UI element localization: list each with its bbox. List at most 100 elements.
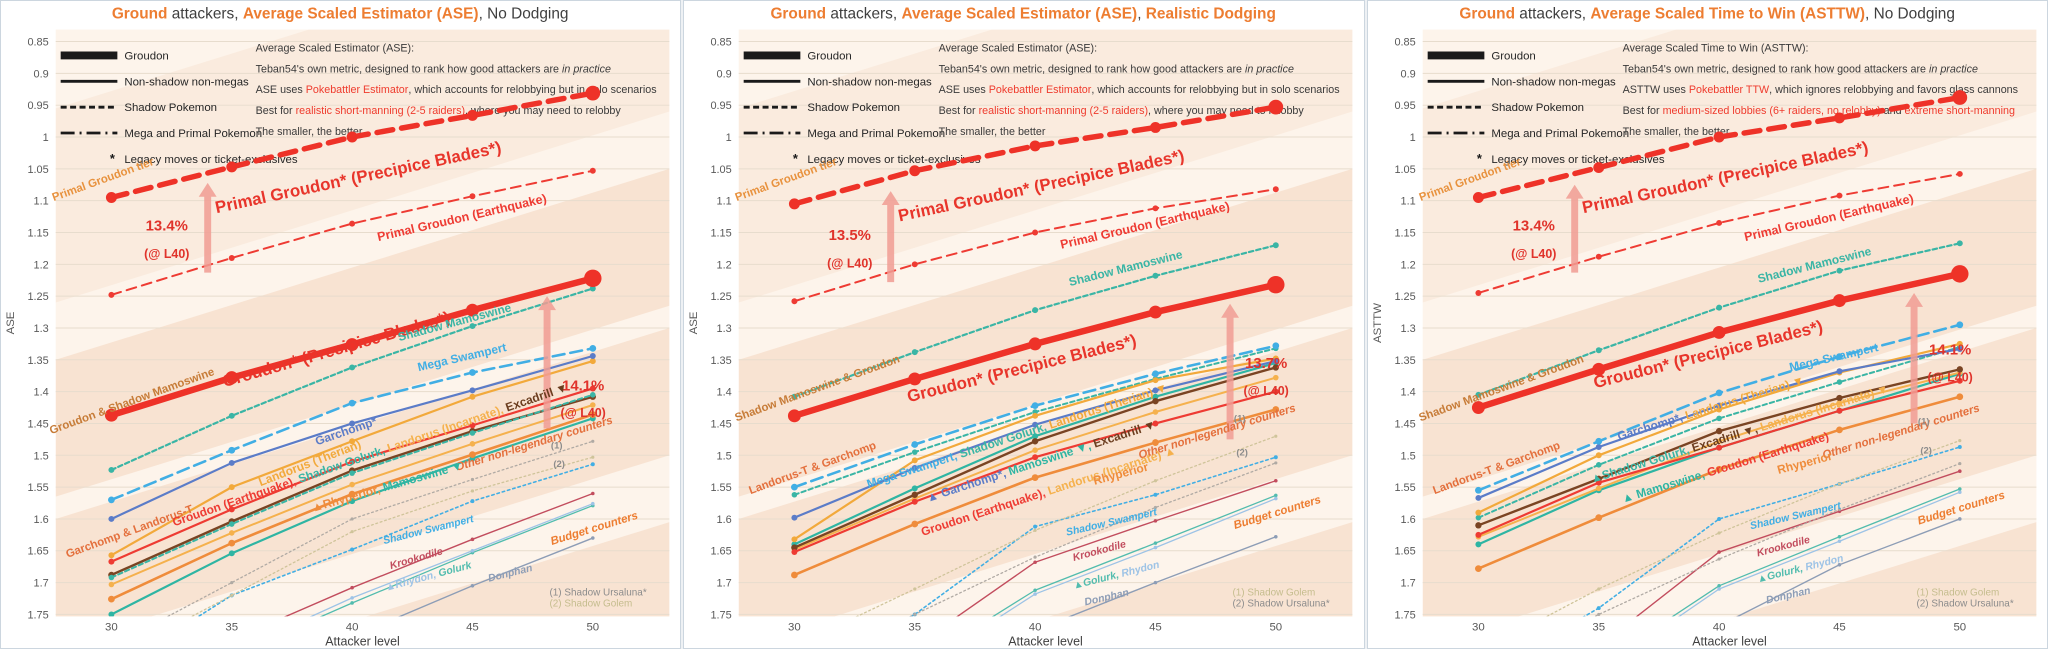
annotation-text-gap-primal: 13.5% (829, 228, 871, 244)
point-primal-groudon-earthquake (1956, 170, 1963, 177)
y-axis: 0.85 0.9 0.95 1 1.05 1.1 1.15 1.2 1.25 1.3 1.35 1.4… (711, 37, 732, 622)
point-garchomp (1836, 368, 1843, 375)
x-axis-title: Attacker level (1009, 634, 1084, 648)
x-tick-label: 40 (1712, 621, 1725, 633)
point-groudon-earthquake (228, 506, 235, 513)
point-groudon-earthquake (1956, 377, 1963, 384)
description-line: Best for realistic short-manning (2-5 ra… (256, 105, 622, 117)
arrow-head-icon (198, 182, 217, 197)
point-garchomp (1956, 346, 1963, 352)
point-primal-groudon-earthquake (589, 167, 596, 174)
point-rhydon (1153, 545, 1158, 550)
gridlines (55, 41, 670, 615)
point-groudon-precipice-blades (1591, 362, 1605, 376)
y-axis: 0.85 0.9 0.95 1 1.05 1.1 1.15 1.2 1.25 1.3 1.35 1.4… (27, 37, 48, 622)
series-group (104, 85, 602, 617)
y-tick-label: 0.9 (34, 68, 49, 80)
legend-star: * (110, 151, 116, 166)
point-groudon-earthquake (589, 385, 596, 392)
point-groudon-earthquake (912, 498, 919, 505)
x-tick-label: 40 (346, 621, 359, 633)
point-primal-groudon-earthquake (1715, 219, 1722, 226)
point-krookodile (1957, 469, 1962, 473)
point-groudon-earthquake (791, 549, 798, 556)
series-primal-groudon-earthquake (793, 188, 1278, 303)
point-primal-groudon-earthquake (1595, 253, 1602, 260)
series-group (1471, 90, 1969, 648)
label-ref-2: (2) (553, 459, 565, 470)
point-primal-groudon-precipice-blades (1472, 192, 1484, 203)
point-rhyperior (1956, 393, 1963, 401)
y-tick-label: 0.9 (1400, 68, 1415, 80)
point-garchomp (108, 515, 115, 522)
y-tick-label: 1.6 (717, 514, 732, 526)
point-mega-swampert (348, 399, 356, 407)
metric-description: Average Scaled Estimator (ASE): Teban54's… (939, 42, 1340, 138)
point-krookodile (1597, 644, 1601, 648)
point-rhyperior (1032, 474, 1039, 481)
legend-label: Groudon (808, 50, 852, 62)
point-landorus-therian (108, 552, 115, 559)
y-tick-label: 1.75 (1394, 609, 1415, 621)
point-groudon-precipice-blades (584, 269, 602, 288)
point-landorus-therian (1956, 340, 1963, 347)
y-tick-label: 1 (726, 132, 732, 144)
point-donphan (591, 536, 595, 540)
point-groudon-precipice-blades (1832, 294, 1846, 308)
point-donphan (1153, 580, 1158, 585)
series-donphan (398, 537, 594, 617)
y-tick-label: 1.5 (1400, 450, 1415, 462)
x-tick-label: 45 (1149, 621, 1162, 633)
point-krookodile (350, 585, 354, 590)
legend: Groudon Non-shadow non-megas Shadow Pokemo… (744, 50, 981, 166)
point-rhyperior (1474, 565, 1482, 572)
point-excadrill (911, 491, 919, 498)
point-excadrill (1272, 364, 1280, 371)
point-shadow-swampert (1716, 516, 1721, 521)
point-garchomp (1273, 358, 1280, 365)
point-shadow-golurk (1475, 514, 1481, 521)
point-shadow-golem (1957, 439, 1962, 443)
x-axis-title: Attacker level (325, 634, 400, 648)
point-shadow-ursaluna (1154, 505, 1158, 510)
panel-ase-no-dodging: 0.85 0.9 0.95 1 1.05 1.1 1.15 1.2 1.25 1.3 1.35 1.4… (0, 0, 682, 649)
point-rhydon (1274, 496, 1278, 501)
label-footnote-2: (2) Shadow Ursaluna* (1916, 598, 2013, 609)
point-shadow-mamoswine (108, 466, 115, 473)
point-landorus-incarnate (469, 441, 476, 447)
point-primal-groudon-precipice-blades (466, 109, 478, 121)
x-tick-label: 45 (466, 621, 479, 633)
point-shadow-golem (230, 593, 234, 597)
point-mamoswine (228, 550, 235, 557)
point-excadrill (1474, 522, 1482, 529)
point-shadow-swampert (1153, 492, 1158, 497)
point-landorus-incarnate (590, 402, 596, 408)
point-rhyperior (1595, 514, 1602, 522)
annotations: 13.5% (@ L40) 13.7% (@ L40) (827, 191, 1289, 440)
gridlines (1422, 41, 2037, 615)
y-tick-label: 1.1 (34, 196, 49, 208)
point-primal-groudon-earthquake (912, 261, 919, 268)
tier-band (739, 168, 1353, 497)
point-shadow-mamoswine (1152, 272, 1159, 279)
point-mega-swampert (911, 441, 919, 448)
legend-label: Mega and Primal Pokemon (1491, 128, 1629, 140)
point-landorus-incarnate (1152, 409, 1159, 415)
y-tick-label: 1.65 (711, 546, 732, 558)
point-groudon-earthquake (1152, 420, 1159, 427)
point-primal-groudon-precipice-blades (1150, 121, 1162, 133)
annotation-text-gap-primal: (@ L40) (1511, 247, 1556, 261)
point-shadow-golurk (228, 521, 235, 527)
point-shadow-mamoswine (1715, 304, 1722, 311)
point-excadrill (1835, 394, 1843, 402)
label-ref-1: (1) (1918, 417, 1930, 428)
y-tick-label: 1.65 (27, 546, 48, 558)
point-mega-swampert (108, 496, 115, 504)
arrow-head-icon (1565, 184, 1584, 199)
point-groudon-earthquake (1715, 444, 1722, 451)
point-donphan (1957, 517, 1962, 521)
y-tick-label: 1.75 (27, 609, 48, 621)
y-tick-label: 1.2 (34, 259, 49, 271)
arrow-head-icon (882, 191, 900, 206)
